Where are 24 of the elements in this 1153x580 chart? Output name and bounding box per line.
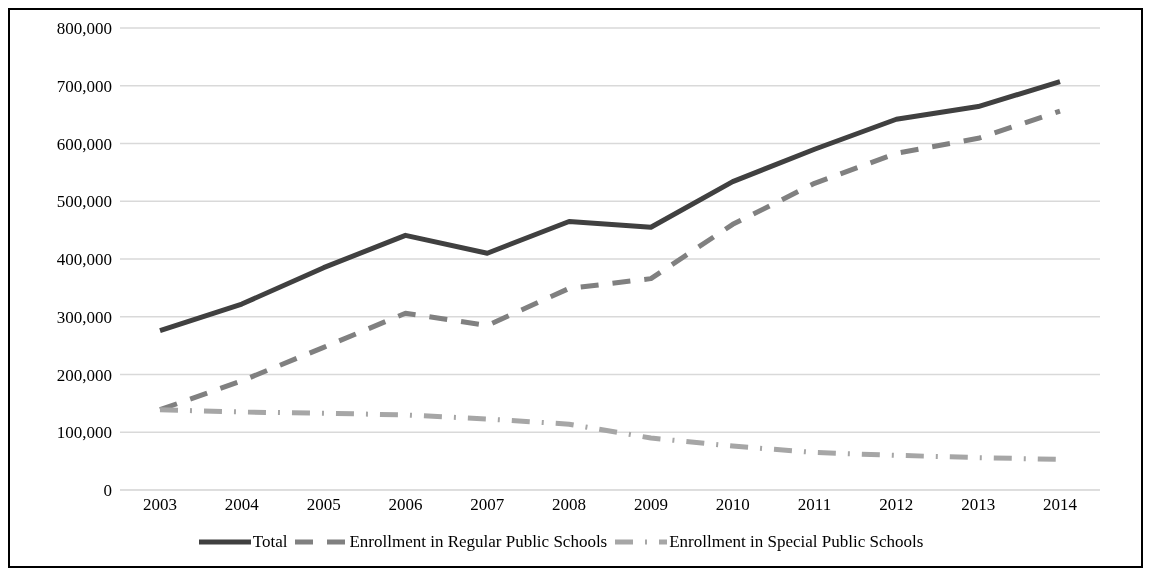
- y-tick-label: 300,000: [56, 307, 112, 327]
- legend-label: Total: [252, 532, 288, 552]
- y-tick-label: 0: [103, 481, 112, 501]
- y-tick-label: 600,000: [56, 134, 112, 154]
- x-tick-label: 2008: [552, 495, 587, 515]
- legend-label: Enrollment in Regular Public Schools: [349, 532, 608, 552]
- y-tick-label: 100,000: [56, 423, 112, 443]
- x-tick-label: 2004: [224, 495, 260, 515]
- x-tick-label: 2009: [633, 495, 668, 515]
- y-tick-label: 400,000: [56, 250, 112, 270]
- x-tick-label: 2011: [797, 495, 832, 515]
- x-tick-label: 2012: [879, 495, 914, 515]
- x-tick-label: 2007: [470, 495, 505, 515]
- y-tick-label: 500,000: [56, 192, 112, 212]
- x-tick-label: 2013: [961, 495, 996, 515]
- y-tick-label: 700,000: [56, 76, 112, 96]
- y-tick-label: 800,000: [56, 19, 112, 39]
- x-tick-label: 2010: [715, 495, 750, 515]
- x-tick-label: 2014: [1043, 495, 1078, 515]
- x-tick-label: 2003: [143, 495, 177, 515]
- x-tick-label: 2005: [306, 495, 341, 515]
- x-tick-label: 2006: [388, 495, 423, 515]
- legend-label: Enrollment in Special Public Schools: [669, 532, 924, 552]
- y-tick-label: 200,000: [56, 365, 112, 385]
